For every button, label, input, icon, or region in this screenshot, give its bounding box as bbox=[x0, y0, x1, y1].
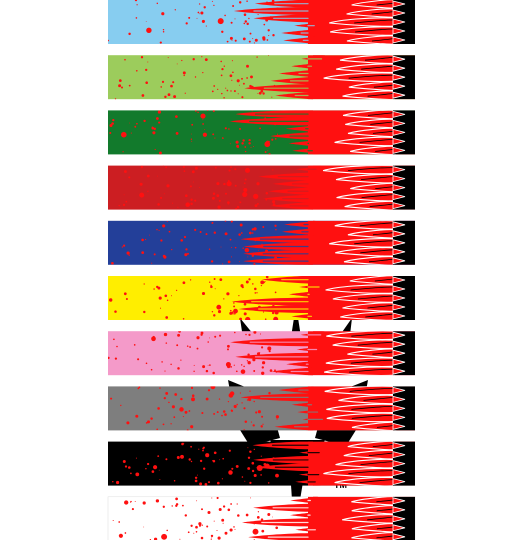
strip-8 bbox=[108, 386, 415, 431]
strip-9 bbox=[108, 441, 415, 486]
strip-4 bbox=[108, 165, 415, 210]
strip-1 bbox=[108, 0, 415, 44]
strip-7 bbox=[108, 331, 415, 376]
strip-2 bbox=[108, 55, 415, 100]
strip-5 bbox=[108, 220, 415, 265]
strip-10 bbox=[107, 496, 416, 540]
strip-6 bbox=[108, 276, 415, 320]
strip-3 bbox=[108, 110, 415, 155]
